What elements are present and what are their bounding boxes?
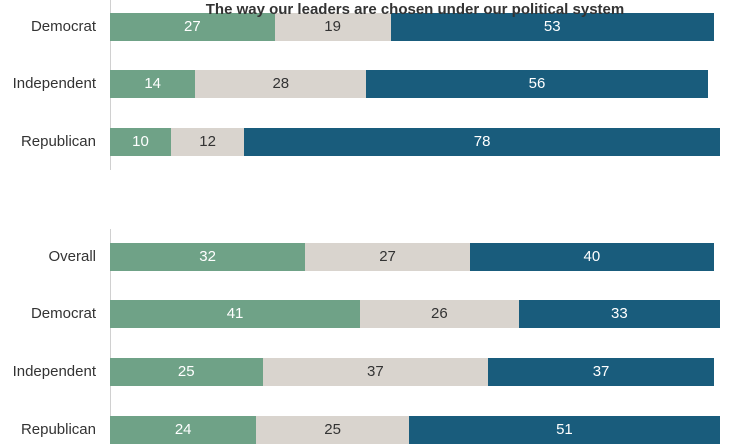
bar-row: 10 12 78 xyxy=(110,128,720,156)
bar-row: 41 26 33 xyxy=(110,300,720,328)
data-label: 24 xyxy=(174,421,192,438)
bar-segment: 37 xyxy=(262,358,489,386)
bar-segment: 51 xyxy=(408,416,720,444)
bar-segment: 41 xyxy=(110,300,361,328)
data-label: 37 xyxy=(592,363,610,380)
bar-segment: 28 xyxy=(195,70,367,98)
bar-segment: 32 xyxy=(110,243,306,271)
data-label: 33 xyxy=(610,305,628,322)
data-label: 51 xyxy=(556,421,573,438)
bar-row: 24 25 51 xyxy=(110,416,720,444)
bar-row: 25 37 37 xyxy=(110,358,714,386)
bar-segment: 56 xyxy=(366,70,708,98)
category-label: Overall xyxy=(48,248,96,265)
data-label: 28 xyxy=(272,75,290,92)
data-label: 56 xyxy=(528,75,546,92)
bar-segment: 27 xyxy=(110,13,275,41)
data-label: 19 xyxy=(324,18,341,35)
section-title: The way our leaders are chosen under our… xyxy=(205,1,625,18)
data-label: 27 xyxy=(379,248,396,265)
bar-segment: 78 xyxy=(244,128,720,156)
bar-segment: 37 xyxy=(488,358,714,386)
data-label: 25 xyxy=(177,363,195,380)
bar-segment: 14 xyxy=(110,70,196,98)
data-label: 41 xyxy=(226,305,244,322)
category-label: Independent xyxy=(12,75,96,92)
data-label: 78 xyxy=(473,133,491,150)
data-label: 12 xyxy=(199,133,216,150)
category-label: Republican xyxy=(20,421,96,438)
bar-segment: 26 xyxy=(360,300,519,328)
data-label: 32 xyxy=(199,248,216,265)
bar-segment: 19 xyxy=(274,13,391,41)
data-label: 27 xyxy=(184,18,201,35)
category-label: Republican xyxy=(20,133,96,150)
bar-segment: 25 xyxy=(256,416,409,444)
data-label: 26 xyxy=(431,305,448,322)
bar-segment: 12 xyxy=(171,128,245,156)
bar-segment: 24 xyxy=(110,416,257,444)
bar-segment: 10 xyxy=(110,128,171,156)
bar-segment: 53 xyxy=(390,13,714,41)
bar-row: 32 27 40 xyxy=(110,243,714,271)
stacked-bar-chart: Democrat 27 19 53 Independent 14 28 56 Republica… xyxy=(12,0,720,444)
bar-row: 14 28 56 xyxy=(110,70,708,98)
category-label: Democrat xyxy=(30,18,96,35)
data-label: 37 xyxy=(367,363,384,380)
bar-segment: 25 xyxy=(110,358,263,386)
category-label: Independent xyxy=(12,363,96,380)
bar-segment: 27 xyxy=(305,243,470,271)
data-label: 53 xyxy=(543,18,561,35)
bar-segment: 33 xyxy=(518,300,720,328)
bar-segment: 40 xyxy=(469,243,714,271)
bar-row: 27 19 53 xyxy=(110,13,714,41)
data-label: 40 xyxy=(583,248,601,265)
data-label: 10 xyxy=(132,133,149,150)
data-label: 25 xyxy=(324,421,341,438)
data-label: 14 xyxy=(144,75,162,92)
category-label: Democrat xyxy=(30,305,96,322)
